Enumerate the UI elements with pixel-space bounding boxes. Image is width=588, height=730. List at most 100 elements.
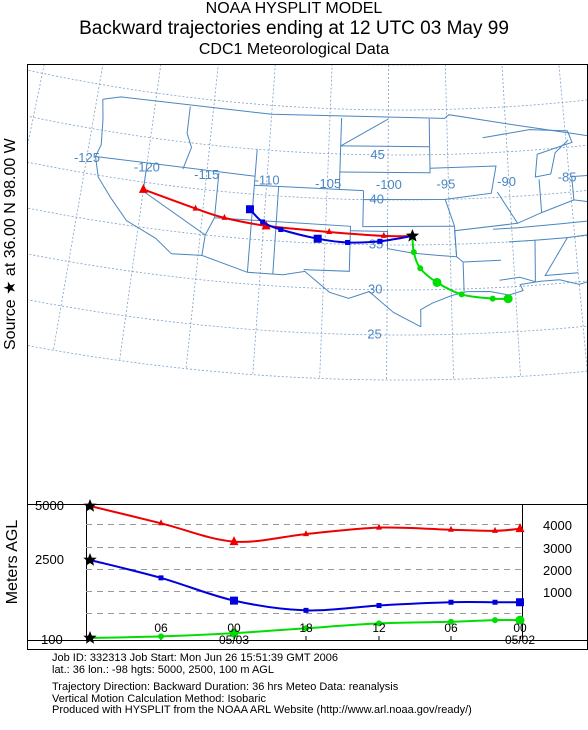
- border-line: [339, 118, 431, 174]
- hour-tick-06b: 06: [444, 621, 458, 635]
- border-line: [571, 174, 587, 178]
- source-star-icon: [83, 499, 97, 512]
- triangle-marker: [380, 231, 387, 238]
- circle-marker: [489, 295, 496, 302]
- meridian-line: [319, 65, 333, 379]
- info-line-3: Trajectory Direction: Backward Duration:…: [52, 681, 399, 693]
- border-line: [254, 184, 364, 192]
- circle-marker: [410, 249, 417, 256]
- square-marker: [303, 607, 309, 613]
- longitude-label: -95: [437, 177, 456, 192]
- longitude-label: -85: [558, 169, 577, 184]
- map-frame: [27, 64, 588, 505]
- border-line: [363, 165, 497, 201]
- latitude-label: 25: [367, 327, 381, 342]
- triangle-marker: [221, 213, 228, 220]
- latitude-line: [28, 253, 587, 291]
- border-line: [454, 226, 465, 292]
- hour-tick-06: 06: [154, 621, 168, 635]
- triangle-marker: [192, 204, 199, 211]
- border-line: [340, 118, 389, 147]
- square-marker: [278, 227, 284, 233]
- meridian-line: [28, 65, 45, 145]
- triangle-marker: [376, 523, 382, 530]
- date-tick-0503: 05/03: [218, 633, 250, 647]
- profile-line-100: [89, 619, 521, 639]
- circle-marker: [303, 625, 309, 632]
- meridian-line: [558, 65, 587, 372]
- date-tick-0502: 05/02: [504, 633, 536, 647]
- latitude-label: 45: [370, 147, 384, 162]
- square-marker: [345, 239, 351, 245]
- title-line-1: NOAA HYSPLIT MODEL: [205, 0, 383, 17]
- profile-y-label: Meters AGL: [4, 519, 21, 605]
- border-line: [340, 145, 430, 148]
- latitude-label: 40: [369, 192, 383, 207]
- hour-tick-18: 18: [299, 621, 313, 635]
- profile-gridlines: [86, 524, 522, 641]
- meridian-line: [444, 65, 454, 380]
- latitude-line: [28, 115, 587, 156]
- border-line: [95, 156, 256, 177]
- left-tick-5000: 5000: [35, 498, 64, 513]
- right-tick-2000: 2000: [543, 563, 572, 578]
- square-marker: [516, 598, 524, 607]
- border-line: [214, 217, 352, 272]
- triangle-marker: [303, 530, 309, 537]
- hour-tick-00: 00: [227, 621, 241, 635]
- longitude-label: -120: [134, 160, 160, 175]
- border-line: [444, 199, 455, 227]
- map-trajectories: [138, 183, 513, 304]
- meridian-line: [52, 65, 104, 351]
- latitude-line: [28, 207, 587, 246]
- circle-marker: [503, 294, 513, 304]
- hour-tick-12: 12: [372, 621, 386, 635]
- border-line: [338, 117, 343, 191]
- triangle-marker: [229, 536, 239, 546]
- square-marker: [158, 575, 164, 581]
- info-line-1: Job ID: 332313 Job Start: Mon Jun 26 15:…: [52, 652, 338, 664]
- border-line: [350, 230, 457, 258]
- title-line-3: CDC1 Meteorological Data: [198, 41, 390, 58]
- border-line: [182, 106, 193, 170]
- border-line: [362, 190, 455, 228]
- longitude-label: -100: [376, 177, 402, 192]
- square-marker: [448, 599, 454, 605]
- circle-marker: [417, 265, 424, 272]
- hour-tick-00b: 00: [513, 621, 527, 635]
- triangle-marker: [158, 519, 164, 526]
- circle-marker: [492, 617, 498, 624]
- border-line: [171, 253, 422, 328]
- triangle-marker: [492, 526, 498, 533]
- border-line: [201, 172, 220, 256]
- border-line: [463, 259, 502, 263]
- longitude-label: -90: [497, 174, 516, 189]
- latitude-line: [28, 69, 587, 111]
- border-line: [493, 220, 587, 230]
- meridian-line: [501, 65, 521, 377]
- square-marker: [376, 603, 382, 608]
- longitude-label: -115: [194, 167, 219, 182]
- circle-marker: [158, 633, 164, 640]
- border-line: [544, 237, 579, 277]
- lat-lon-grid: [28, 65, 587, 381]
- circle-marker: [515, 615, 525, 625]
- circle-marker: [432, 277, 442, 287]
- triangle-marker: [448, 525, 454, 532]
- longitude-label: -125: [74, 150, 100, 165]
- border-line: [571, 176, 575, 200]
- circle-marker: [229, 628, 239, 638]
- border-line: [272, 186, 280, 275]
- circle-marker: [448, 618, 454, 625]
- right-tick-4000: 4000: [543, 518, 572, 533]
- profile-line-5000: [89, 505, 521, 543]
- square-marker: [313, 234, 322, 243]
- border-line: [454, 222, 518, 257]
- right-tick-1000: 1000: [543, 585, 572, 600]
- profile-trajectories: [83, 499, 525, 644]
- square-marker: [260, 219, 266, 225]
- info-line-2: lat.: 36 lon.: -98 hgts: 5000, 2500, 100…: [52, 663, 274, 676]
- source-star-icon: [405, 229, 420, 242]
- longitude-label: -110: [255, 172, 280, 187]
